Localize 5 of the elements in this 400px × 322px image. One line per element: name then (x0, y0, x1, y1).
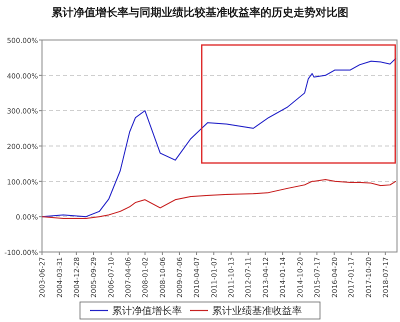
legend-label: 累计净值增长率 (112, 305, 182, 317)
line-series (41, 179, 396, 219)
line-series (41, 58, 396, 218)
legend-label: 累计业绩基准收益率 (212, 305, 302, 317)
chart-title: 累计净值增长率与同期业绩比较基准收益率的历史走势对比图 (50, 6, 348, 19)
